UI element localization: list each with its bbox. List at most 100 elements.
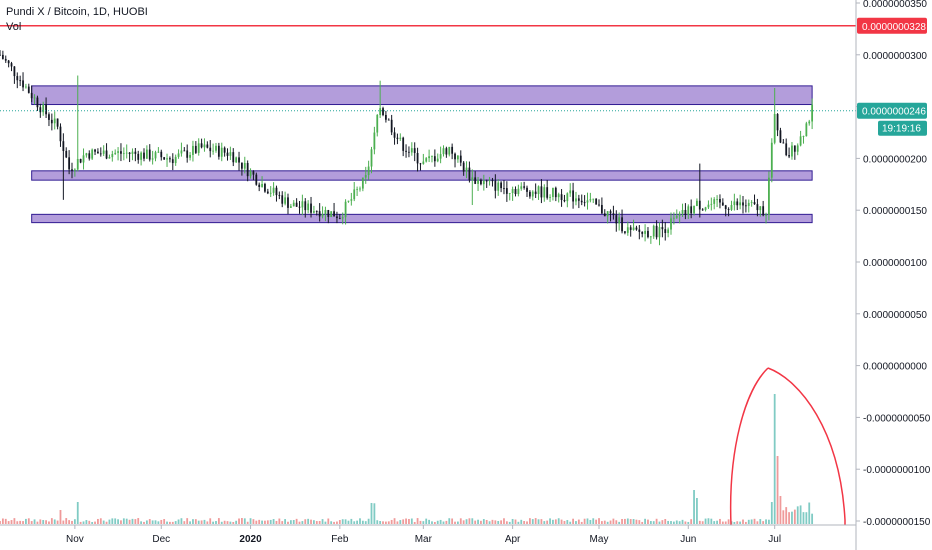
- candle-body: [534, 191, 537, 195]
- candle-body: [220, 147, 223, 157]
- candle-body: [232, 152, 235, 163]
- symbol-title[interactable]: Pundi X / Bitcoin, 1D, HUOBI: [6, 6, 148, 18]
- candle-body: [563, 199, 566, 202]
- candle-body: [0, 54, 1, 56]
- candle-body: [405, 150, 407, 152]
- candle-body: [586, 200, 589, 203]
- candle-body: [557, 194, 560, 198]
- candle-body: [353, 189, 356, 200]
- volume-bar: [451, 518, 454, 524]
- volume-bar: [145, 520, 148, 524]
- candle-body: [376, 114, 379, 133]
- candle-body: [163, 157, 166, 160]
- volume-bar: [408, 518, 410, 524]
- candle-body: [209, 147, 212, 152]
- volume-bar: [396, 521, 399, 524]
- candle-body: [301, 201, 304, 208]
- candle-body: [710, 203, 713, 205]
- candle-body: [45, 104, 47, 115]
- volume-bar: [287, 521, 289, 524]
- candle-body: [30, 92, 33, 99]
- volume-bar: [203, 519, 206, 524]
- time-tick-label: 2020: [239, 534, 262, 545]
- candle-body: [635, 227, 638, 230]
- candle-body: [387, 119, 390, 121]
- volume-bar: [390, 519, 393, 524]
- candle-body: [575, 198, 577, 202]
- candle-body: [310, 203, 312, 213]
- volume-bar: [552, 519, 554, 524]
- volume-bar: [174, 521, 177, 524]
- volume-bar: [543, 521, 546, 524]
- volume-bar: [600, 521, 603, 524]
- volume-bar: [675, 520, 678, 524]
- candle-body: [39, 107, 42, 113]
- volume-bar: [122, 518, 125, 524]
- volume-bar: [716, 520, 718, 524]
- candle-body: [808, 121, 811, 124]
- candle-body: [25, 86, 27, 88]
- candle-body: [612, 213, 615, 216]
- candle-body: [747, 202, 750, 206]
- candle-body: [721, 202, 724, 206]
- candle-body: [589, 199, 592, 201]
- candle-body: [428, 156, 430, 159]
- volume-bar: [189, 521, 191, 524]
- volume-bar: [782, 510, 785, 524]
- volume-bar: [85, 520, 88, 524]
- volume-bar: [229, 521, 232, 524]
- volume-bar: [667, 520, 670, 524]
- hline-price-tag: 0.0000000328: [862, 22, 926, 33]
- volume-bar: [727, 519, 730, 524]
- volume-bar: [16, 521, 19, 524]
- candle-body: [439, 154, 442, 159]
- volume-bar: [739, 521, 742, 524]
- candle-body: [788, 155, 790, 157]
- candle-body: [704, 207, 707, 210]
- volume-bar: [690, 519, 693, 524]
- volume-bar: [318, 521, 321, 524]
- candle-body: [465, 167, 468, 172]
- volume-bar: [805, 512, 808, 524]
- candle-body: [753, 202, 756, 205]
- candle-body: [99, 153, 102, 155]
- candle-body: [194, 145, 197, 153]
- candle-body: [505, 188, 508, 194]
- volume-bar: [128, 519, 131, 524]
- volume-bar: [707, 518, 710, 524]
- candle-body: [200, 143, 203, 148]
- volume-bar: [154, 520, 157, 524]
- candle-body: [379, 108, 382, 115]
- volume-bar: [704, 518, 707, 524]
- candle-body: [117, 151, 119, 153]
- volume-bar: [7, 521, 10, 524]
- candle-body: [278, 195, 281, 196]
- candle-body: [615, 215, 618, 224]
- candle-body: [7, 60, 10, 64]
- candle-body: [359, 188, 361, 190]
- support-resistance-zone: [31, 170, 813, 181]
- volume-bar: [238, 518, 240, 524]
- volume-bar: [684, 521, 687, 524]
- volume-bar: [321, 519, 324, 524]
- candle-body: [770, 142, 773, 178]
- candle-body: [716, 198, 718, 200]
- volume-bar: [776, 456, 779, 524]
- candle-body: [773, 114, 776, 143]
- volume-bar: [359, 518, 361, 524]
- candle-body: [546, 187, 549, 198]
- candle-body: [652, 225, 655, 237]
- volume-bar: [171, 521, 174, 524]
- volume-bar: [785, 507, 788, 524]
- candle-body: [408, 151, 410, 153]
- volume-bar: [402, 519, 405, 524]
- volume-bar: [419, 520, 422, 524]
- volume-bar: [652, 521, 655, 524]
- volume-bar: [99, 518, 102, 524]
- candle-body: [675, 215, 678, 218]
- volume-bar: [698, 520, 701, 524]
- volume-bar: [223, 520, 226, 524]
- volume-bar: [336, 521, 338, 524]
- volume-label[interactable]: Vol: [6, 21, 22, 33]
